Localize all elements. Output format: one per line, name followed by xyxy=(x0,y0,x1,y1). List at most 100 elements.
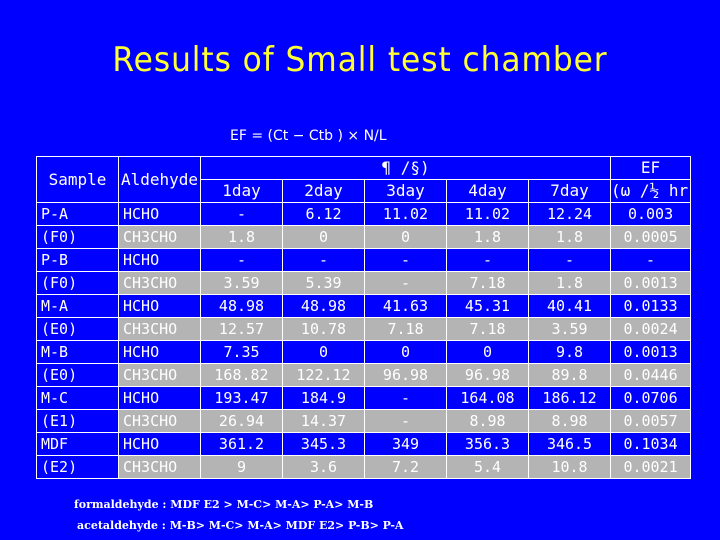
value-cell: 11.02 xyxy=(364,202,447,226)
table-row: (F0) CH3CHO 3.59 5.39-7.18 1.8 0.0013 xyxy=(36,271,692,295)
table-row: M-C HCHO 193.47 184.9-164.08 186.12 0.0706 xyxy=(36,386,692,410)
header-ef-unit: (ω /½ hr) xyxy=(610,179,692,203)
acetaldehyde-ranking: acetaldehyde : M-B> M-C> M-A> MDF E2> P-… xyxy=(77,519,404,532)
value-cell: 12.57 xyxy=(200,317,283,341)
ef-cell: 0.0021 xyxy=(610,455,692,479)
value-cell: 1.8 xyxy=(446,225,529,249)
aldehyde-cell: HCHO xyxy=(118,294,201,318)
sample-cell: (E2) xyxy=(36,455,119,479)
value-cell: 11.02 xyxy=(446,202,529,226)
value-cell: 345.3 xyxy=(282,432,365,456)
value-cell: 96.98 xyxy=(364,363,447,387)
aldehyde-cell: HCHO xyxy=(118,202,201,226)
value-cell: 7.18 xyxy=(364,317,447,341)
header-day: 1day xyxy=(200,179,283,203)
formaldehyde-ranking: formaldehyde : MDF E2 > M-C> M-A> P-A> M… xyxy=(74,498,374,511)
value-cell: 6.12 xyxy=(282,202,365,226)
table-row: M-B HCHO 7.35 0 0 0 9.8 0.0013 xyxy=(36,340,692,364)
header-ef: EF xyxy=(610,156,692,180)
value-cell: - xyxy=(200,248,283,272)
header-day: 4day xyxy=(446,179,529,203)
value-cell: 184.9 xyxy=(282,386,365,410)
value-cell: 9 xyxy=(200,455,283,479)
table-row: P-B HCHO - - - - - - xyxy=(36,248,692,272)
header-aldehyde: Aldehyde xyxy=(118,156,201,203)
header-sample: Sample xyxy=(36,156,119,203)
aldehyde-cell: CH3CHO xyxy=(118,363,201,387)
sample-cell: M-A xyxy=(36,294,119,318)
value-cell: 0 xyxy=(282,225,365,249)
value-cell: - xyxy=(282,248,365,272)
header-day: 7day xyxy=(527,179,612,203)
value-cell: 0 xyxy=(446,340,529,364)
value-cell: 361.2 xyxy=(200,432,283,456)
value-cell: 9.8 xyxy=(527,340,612,364)
value-cell: 96.98 xyxy=(446,363,529,387)
aldehyde-cell: HCHO xyxy=(118,432,201,456)
value-cell: 1.8 xyxy=(200,225,283,249)
header-day: 3day xyxy=(364,179,447,203)
sample-cell: (E0) xyxy=(36,317,119,341)
value-cell: - xyxy=(200,202,283,226)
table-row: M-A HCHO 48.98 48.98 41.63 45.31 40.41 0.0133 xyxy=(36,294,692,318)
aldehyde-cell: CH3CHO xyxy=(118,455,201,479)
table-row: (E1) CH3CHO 26.94 14.37-8.98 8.98 0.0057 xyxy=(36,409,692,433)
sample-cell: P-A xyxy=(36,202,119,226)
value-cell: 10.8 xyxy=(527,455,612,479)
sample-cell: MDF xyxy=(36,432,119,456)
value-cell: 41.63 xyxy=(364,294,447,318)
value-cell: 7.35 xyxy=(200,340,283,364)
value-cell: - xyxy=(364,248,447,272)
value-cell: 356.3 xyxy=(446,432,529,456)
value-cell: 48.98 xyxy=(200,294,283,318)
ef-cell: 0.0057 xyxy=(610,409,692,433)
value-cell: 186.12 xyxy=(527,386,612,410)
ef-formula: EF = (Ct − Ctb ) × N/L xyxy=(230,128,387,144)
value-cell: 7.18 xyxy=(446,271,529,295)
value-cell: - xyxy=(364,409,447,433)
sample-cell: (F0) xyxy=(36,225,119,249)
page-title: Results of Small test chamber xyxy=(112,40,608,80)
value-cell: 0 xyxy=(282,340,365,364)
value-cell: 0 xyxy=(364,225,447,249)
ef-cell: 0.003 xyxy=(610,202,692,226)
ef-cell: 0.0024 xyxy=(610,317,692,341)
value-cell: 122.12 xyxy=(282,363,365,387)
value-cell: 45.31 xyxy=(446,294,529,318)
sample-cell: M-C xyxy=(36,386,119,410)
value-cell: 8.98 xyxy=(527,409,612,433)
value-cell: 349 xyxy=(364,432,447,456)
value-cell: 3.59 xyxy=(527,317,612,341)
value-cell: 14.37 xyxy=(282,409,365,433)
table-row: (F0) CH3CHO 1.8 0 0 1.8 1.8 0.0005 xyxy=(36,225,692,249)
value-cell: 3.6 xyxy=(282,455,365,479)
value-cell: 0 xyxy=(364,340,447,364)
aldehyde-cell: CH3CHO xyxy=(118,271,201,295)
header-day: 2day xyxy=(282,179,365,203)
aldehyde-cell: CH3CHO xyxy=(118,409,201,433)
aldehyde-cell: HCHO xyxy=(118,340,201,364)
ef-cell: 0.1034 xyxy=(610,432,692,456)
value-cell: 1.8 xyxy=(527,271,612,295)
ef-cell: 0.0005 xyxy=(610,225,692,249)
table-row: (E2) CH3CHO 9 3.6 7.2 5.4 10.8 0.0021 xyxy=(36,455,692,479)
value-cell: 5.39 xyxy=(282,271,365,295)
value-cell: 164.08 xyxy=(446,386,529,410)
header-concentration-group: ¶ /§) xyxy=(199,156,612,180)
value-cell: 3.59 xyxy=(200,271,283,295)
value-cell: 12.24 xyxy=(527,202,612,226)
ef-cell: 0.0706 xyxy=(610,386,692,410)
value-cell: 40.41 xyxy=(527,294,612,318)
value-cell: - xyxy=(446,248,529,272)
table-row: (E0) CH3CHO 12.57 10.78 7.18 7.18 3.59 0.0024 xyxy=(36,317,692,341)
ef-cell: 0.0133 xyxy=(610,294,692,318)
sample-cell: M-B xyxy=(36,340,119,364)
value-cell: - xyxy=(364,271,447,295)
results-table: Sample Aldehyde ¶ /§) EF 1day 2day 3day … xyxy=(36,156,692,479)
table-row: (E0) CH3CHO 168.82 122.12 96.98 96.98 89.8 0.04… xyxy=(36,363,692,387)
sample-cell: (E0) xyxy=(36,363,119,387)
value-cell: 193.47 xyxy=(200,386,283,410)
table-row: P-A HCHO -6.12 11.02 11.02 12.24 0.003 xyxy=(36,202,692,226)
value-cell: - xyxy=(527,248,612,272)
value-cell: 7.18 xyxy=(446,317,529,341)
